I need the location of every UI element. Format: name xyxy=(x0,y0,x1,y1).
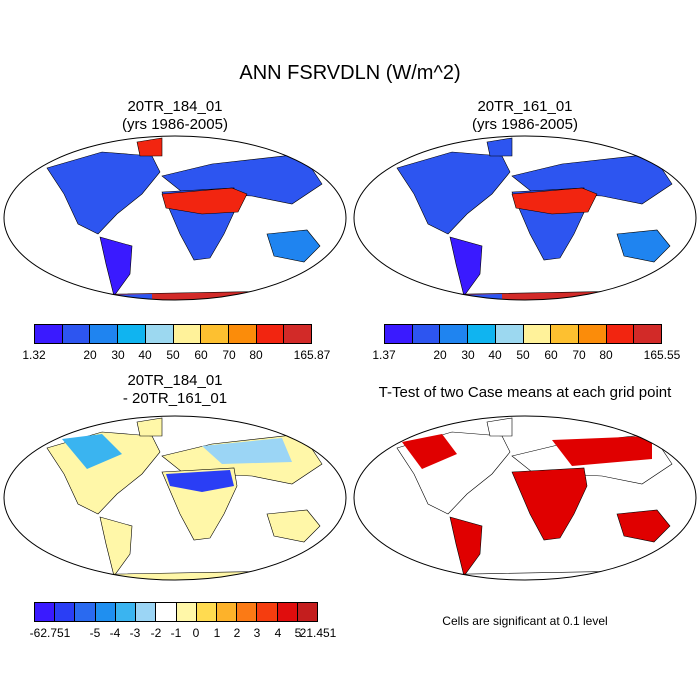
colorbar3-label: -4 xyxy=(109,626,121,640)
colorbar3-label: 5 xyxy=(294,626,302,640)
panel2-title: 20TR_161_01 (yrs 1986-2005) xyxy=(350,98,700,134)
colorbar1-label: 80 xyxy=(249,348,263,362)
colorbar1-swatch xyxy=(62,325,91,343)
colorbar3-label: 3 xyxy=(253,626,261,640)
colorbar3-label: -2 xyxy=(150,626,162,640)
colorbar3-label: -5 xyxy=(89,626,101,640)
colorbar1 xyxy=(34,324,312,344)
colorbar1-swatch xyxy=(118,325,146,343)
colorbar2-swatch xyxy=(385,325,413,343)
colorbar1-label: 50 xyxy=(166,348,180,362)
panel3-land xyxy=(4,417,346,580)
colorbar1-swatch xyxy=(35,325,63,343)
colorbar3-swatch xyxy=(196,603,217,621)
colorbar1-label: 165.87 xyxy=(293,348,331,362)
significance-note: Cells are significant at 0.1 level xyxy=(442,614,608,628)
panel2-title-line1: 20TR_161_01 xyxy=(477,98,573,115)
colorbar2-label: 1.37 xyxy=(372,348,396,362)
colorbar3-swatch xyxy=(35,603,56,621)
colorbar3-swatch xyxy=(216,603,238,621)
colorbar2-swatch xyxy=(495,325,524,343)
panel3-title: 20TR_184_01 - 20TR_161_01 xyxy=(0,372,350,408)
colorbar2-label: 70 xyxy=(572,348,586,362)
colorbar3-swatch xyxy=(156,603,177,621)
colorbar1-label: 20 xyxy=(83,348,97,362)
colorbar3-swatch xyxy=(55,603,76,621)
figure-title: ANN FSRVDLN (W/m^2) xyxy=(239,62,461,84)
colorbar2-swatch xyxy=(551,325,579,343)
colorbar2-swatch xyxy=(440,325,469,343)
colorbar3-swatch xyxy=(115,603,137,621)
panel2-title-line2: (yrs 1986-2005) xyxy=(472,116,578,133)
colorbar3-label: -62.751 xyxy=(29,626,71,640)
colorbar1-swatch xyxy=(256,325,285,343)
colorbar3-label: 4 xyxy=(274,626,282,640)
colorbar2-label: 30 xyxy=(461,348,475,362)
colorbar3-swatch xyxy=(176,603,197,621)
colorbar3-label: -1 xyxy=(170,626,182,640)
colorbar2-swatch xyxy=(468,325,496,343)
colorbar2 xyxy=(384,324,662,344)
colorbar2-label: 80 xyxy=(599,348,613,362)
colorbar2-label: 40 xyxy=(488,348,502,362)
colorbar1-label: 70 xyxy=(222,348,236,362)
panel3-map xyxy=(3,415,347,581)
colorbar2-swatch xyxy=(578,325,607,343)
colorbar2-swatch xyxy=(412,325,441,343)
colorbar2-label: 20 xyxy=(433,348,447,362)
colorbar3-swatch xyxy=(75,603,96,621)
panel4-title: T-Test of two Case means at each grid po… xyxy=(378,384,672,401)
panel1-land xyxy=(4,137,346,300)
panel1-title-line1: 20TR_184_01 xyxy=(127,98,223,115)
colorbar3-label: -3 xyxy=(129,626,141,640)
colorbar3-label: 0 xyxy=(192,626,200,640)
panel2-map xyxy=(353,135,697,301)
colorbar3-swatch xyxy=(237,603,258,621)
colorbar1-swatch xyxy=(201,325,229,343)
panel4-land xyxy=(354,417,696,580)
colorbar3-label: 1 xyxy=(213,626,221,640)
panel1-title: 20TR_184_01 (yrs 1986-2005) xyxy=(0,98,350,134)
colorbar3 xyxy=(34,602,318,622)
panel2-land xyxy=(354,137,696,300)
colorbar3-label: 2 xyxy=(233,626,241,640)
colorbar2-swatch xyxy=(606,325,635,343)
panel3-title-line1: 20TR_184_01 xyxy=(127,372,223,389)
colorbar1-swatch xyxy=(173,325,202,343)
colorbar3-swatch xyxy=(257,603,278,621)
panel3-title-line2: - 20TR_161_01 xyxy=(122,390,228,407)
colorbar1-swatch xyxy=(145,325,174,343)
colorbar1-swatch xyxy=(284,325,312,343)
colorbar1-swatch xyxy=(228,325,257,343)
colorbar2-label: 60 xyxy=(544,348,558,362)
colorbar1-label: 40 xyxy=(138,348,152,362)
colorbar2-swatch xyxy=(523,325,552,343)
colorbar1-label: 1.32 xyxy=(22,348,46,362)
colorbar1-label: 60 xyxy=(194,348,208,362)
colorbar2-label: 165.55 xyxy=(643,348,681,362)
panel1-title-line2: (yrs 1986-2005) xyxy=(122,116,228,133)
panel1-map xyxy=(3,135,347,301)
colorbar1-swatch xyxy=(90,325,119,343)
colorbar1-label: 30 xyxy=(111,348,125,362)
colorbar3-swatch xyxy=(95,603,116,621)
colorbar3-swatch xyxy=(297,603,318,621)
colorbar2-label: 50 xyxy=(516,348,530,362)
colorbar2-swatch xyxy=(634,325,662,343)
colorbar3-label: 21.451 xyxy=(299,626,337,640)
colorbar3-swatch xyxy=(277,603,298,621)
colorbar3-swatch xyxy=(136,603,157,621)
panel4-map xyxy=(353,415,697,581)
